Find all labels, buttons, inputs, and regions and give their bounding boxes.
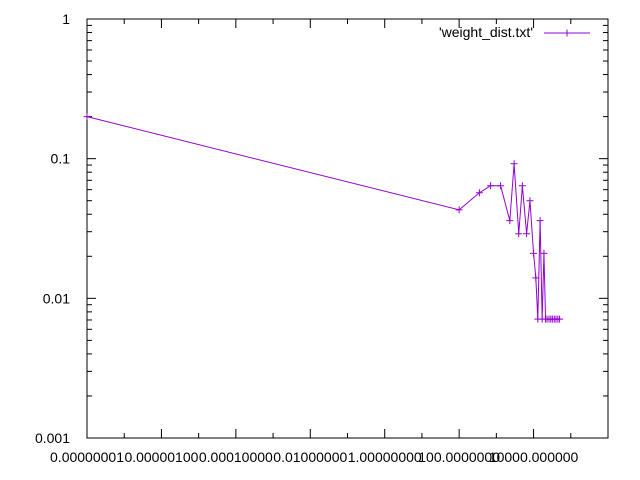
x-tick-label: 1.00000000 [348, 449, 422, 465]
data-point [455, 206, 463, 214]
legend-label: 'weight_dist.txt' [439, 24, 533, 40]
series-line [86, 116, 560, 320]
data-point [540, 249, 548, 257]
x-axis: 0.00000001 0.00000100 0.00010000 0.01000000… [50, 19, 609, 465]
data-point [510, 160, 518, 168]
data-point [506, 217, 514, 225]
data-point [497, 182, 505, 190]
data-point [523, 230, 531, 238]
x-tick-label: 0.01000000 [273, 449, 347, 465]
data-point [532, 274, 540, 282]
data-point [83, 113, 91, 121]
data-point [475, 189, 483, 197]
series-layer [83, 113, 564, 323]
data-point [530, 249, 538, 257]
y-axis: 0.001 0.01 0.1 1 [35, 11, 608, 446]
legend: 'weight_dist.txt' [439, 24, 590, 40]
data-point [556, 315, 564, 323]
x-tick-label: 0.00000100 [124, 449, 198, 465]
plot-frame [86, 18, 609, 439]
y-tick-label: 0.001 [35, 430, 70, 446]
data-point [536, 217, 544, 225]
x-tick-label: 10000.000000 [489, 449, 579, 465]
data-point [518, 182, 526, 190]
data-point [526, 197, 534, 205]
y-tick-label: 0.01 [43, 290, 70, 306]
x-tick-label: 0.00000001 [50, 449, 124, 465]
data-point [487, 182, 495, 190]
x-tick-label: 100.0000000 [418, 449, 500, 465]
x-tick-label: 0.00010000 [199, 449, 273, 465]
data-point [515, 230, 523, 238]
y-tick-label: 1 [62, 11, 70, 27]
y-tick-label: 0.1 [51, 151, 71, 167]
legend-marker [563, 29, 571, 37]
